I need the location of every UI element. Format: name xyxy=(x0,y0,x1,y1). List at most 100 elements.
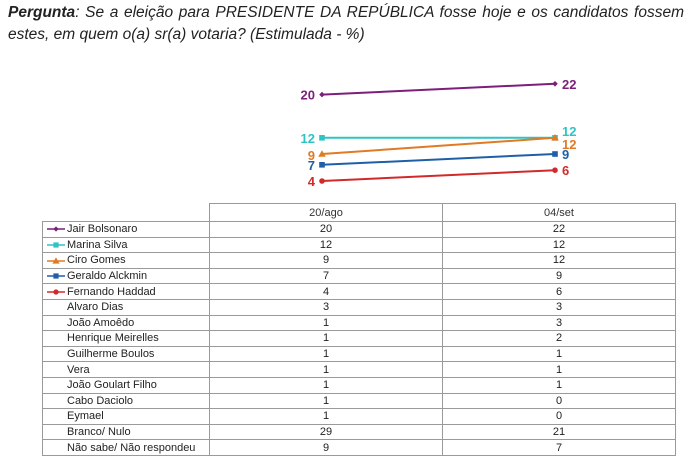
table-row: Ciro Gomes 9 12 xyxy=(42,252,676,269)
question-label: Pergunta xyxy=(8,4,76,21)
data-label: 20 xyxy=(301,88,315,103)
series-name: Eymael xyxy=(67,410,104,423)
data-point xyxy=(552,167,558,173)
row-label: Não sabe/ Não respondeu xyxy=(42,439,210,456)
table-row: Não sabe/ Não respondeu 9 7 xyxy=(42,439,676,456)
table-row: Vera 1 1 xyxy=(42,361,676,378)
table-row: Geraldo Alckmin 7 9 xyxy=(42,267,676,285)
data-label: 12 xyxy=(301,131,315,146)
cell-value: 22 xyxy=(442,221,676,238)
table-header-row: 20/ago 04/set xyxy=(42,203,676,222)
row-label: João Amoêdo xyxy=(42,314,210,332)
data-label: 7 xyxy=(308,158,315,173)
row-label: Branco/ Nulo xyxy=(42,423,210,441)
row-label: Guilherme Boulos xyxy=(42,345,210,363)
table-row: Guilherme Boulos 1 1 xyxy=(42,345,676,363)
legend-marker xyxy=(47,224,65,234)
cell-value: 3 xyxy=(209,298,443,316)
series-group xyxy=(318,134,559,157)
series-name: Jair Bolsonaro xyxy=(67,223,138,236)
legend-marker xyxy=(47,271,65,281)
cell-value: 7 xyxy=(209,267,443,285)
cell-value: 1 xyxy=(442,376,676,394)
data-label: 6 xyxy=(562,163,569,178)
table-row: Marina Silva 12 12 xyxy=(42,236,676,254)
data-label: 12 xyxy=(562,124,576,139)
cell-value: 1 xyxy=(442,345,676,363)
cell-value: 12 xyxy=(442,252,676,269)
series-group xyxy=(319,151,558,168)
series-name: Henrique Meirelles xyxy=(67,332,159,345)
cell-value: 2 xyxy=(442,330,676,347)
series-line xyxy=(321,82,556,96)
legend-marker xyxy=(47,240,65,250)
table-row: Eymael 1 0 xyxy=(42,408,676,425)
series-name: João Amoêdo xyxy=(67,316,135,329)
cell-value: 1 xyxy=(209,361,443,378)
cell-value: 1 xyxy=(209,314,443,332)
table-row: Alvaro Dias 3 3 xyxy=(42,298,676,316)
data-label: 22 xyxy=(562,77,576,92)
series-group xyxy=(319,81,558,98)
cell-value: 3 xyxy=(442,298,676,316)
table-row: Cabo Daciolo 1 0 xyxy=(42,392,676,410)
question-text: Pergunta: Se a eleição para PRESIDENTE D… xyxy=(8,2,684,46)
series-name: Alvaro Dias xyxy=(67,301,124,314)
cell-value: 4 xyxy=(209,283,443,300)
cell-value: 0 xyxy=(442,392,676,410)
cell-value: 7 xyxy=(442,439,676,456)
data-point xyxy=(319,135,325,141)
row-label: João Goulart Filho xyxy=(42,376,210,394)
row-label: Ciro Gomes xyxy=(42,252,210,269)
cell-value: 9 xyxy=(209,439,443,456)
column-header: 04/set xyxy=(442,203,676,222)
cell-value: 1 xyxy=(209,345,443,363)
cell-value: 1 xyxy=(209,392,443,410)
cell-value: 20 xyxy=(209,221,443,238)
series-line xyxy=(321,169,556,182)
cell-value: 1 xyxy=(442,361,676,378)
cell-value: 6 xyxy=(442,283,676,300)
row-label: Jair Bolsonaro xyxy=(42,221,210,238)
series-name: João Goulart Filho xyxy=(67,379,157,392)
series-name: Marina Silva xyxy=(67,238,128,251)
cell-value: 3 xyxy=(442,314,676,332)
series-name: Ciro Gomes xyxy=(67,254,126,267)
data-label: 9 xyxy=(308,148,315,163)
cell-value: 21 xyxy=(442,423,676,441)
table-row: João Amoêdo 1 3 xyxy=(42,314,676,332)
series-line xyxy=(321,153,556,166)
series-name: Não sabe/ Não respondeu xyxy=(67,441,196,454)
series-group xyxy=(319,167,558,184)
table-row: Jair Bolsonaro 20 22 xyxy=(42,221,676,238)
column-header: 20/ago xyxy=(209,203,443,222)
data-point xyxy=(552,151,558,157)
cell-value: 9 xyxy=(209,252,443,269)
data-label: 12 xyxy=(562,137,576,152)
question-body: : Se a eleição para PRESIDENTE DA REPÚBL… xyxy=(8,4,684,43)
cell-value: 12 xyxy=(442,236,676,254)
legend-marker xyxy=(47,256,65,266)
cell-value: 1 xyxy=(209,408,443,425)
data-point xyxy=(319,162,325,168)
table-row: Fernando Haddad 4 6 xyxy=(42,283,676,300)
data-table: 20/ago 04/set Jair Bolsonaro 20 22 Marina S… xyxy=(42,203,676,456)
data-point xyxy=(552,81,558,87)
data-point xyxy=(319,91,325,98)
table-row: João Goulart Filho 1 1 xyxy=(42,376,676,394)
cell-value: 1 xyxy=(209,330,443,347)
cell-value: 12 xyxy=(209,236,443,254)
table-row: Henrique Meirelles 1 2 xyxy=(42,330,676,347)
row-label: Cabo Daciolo xyxy=(42,392,210,410)
row-label: Fernando Haddad xyxy=(42,283,210,300)
data-point xyxy=(319,178,325,184)
series-line xyxy=(321,136,556,155)
series-name: Guilherme Boulos xyxy=(67,348,155,361)
data-label: 9 xyxy=(562,147,569,162)
cell-value: 9 xyxy=(442,267,676,285)
cell-value: 1 xyxy=(209,376,443,394)
legend-marker xyxy=(47,287,65,297)
row-label: Alvaro Dias xyxy=(42,298,210,316)
cell-value: 0 xyxy=(442,408,676,425)
data-point xyxy=(551,134,559,141)
